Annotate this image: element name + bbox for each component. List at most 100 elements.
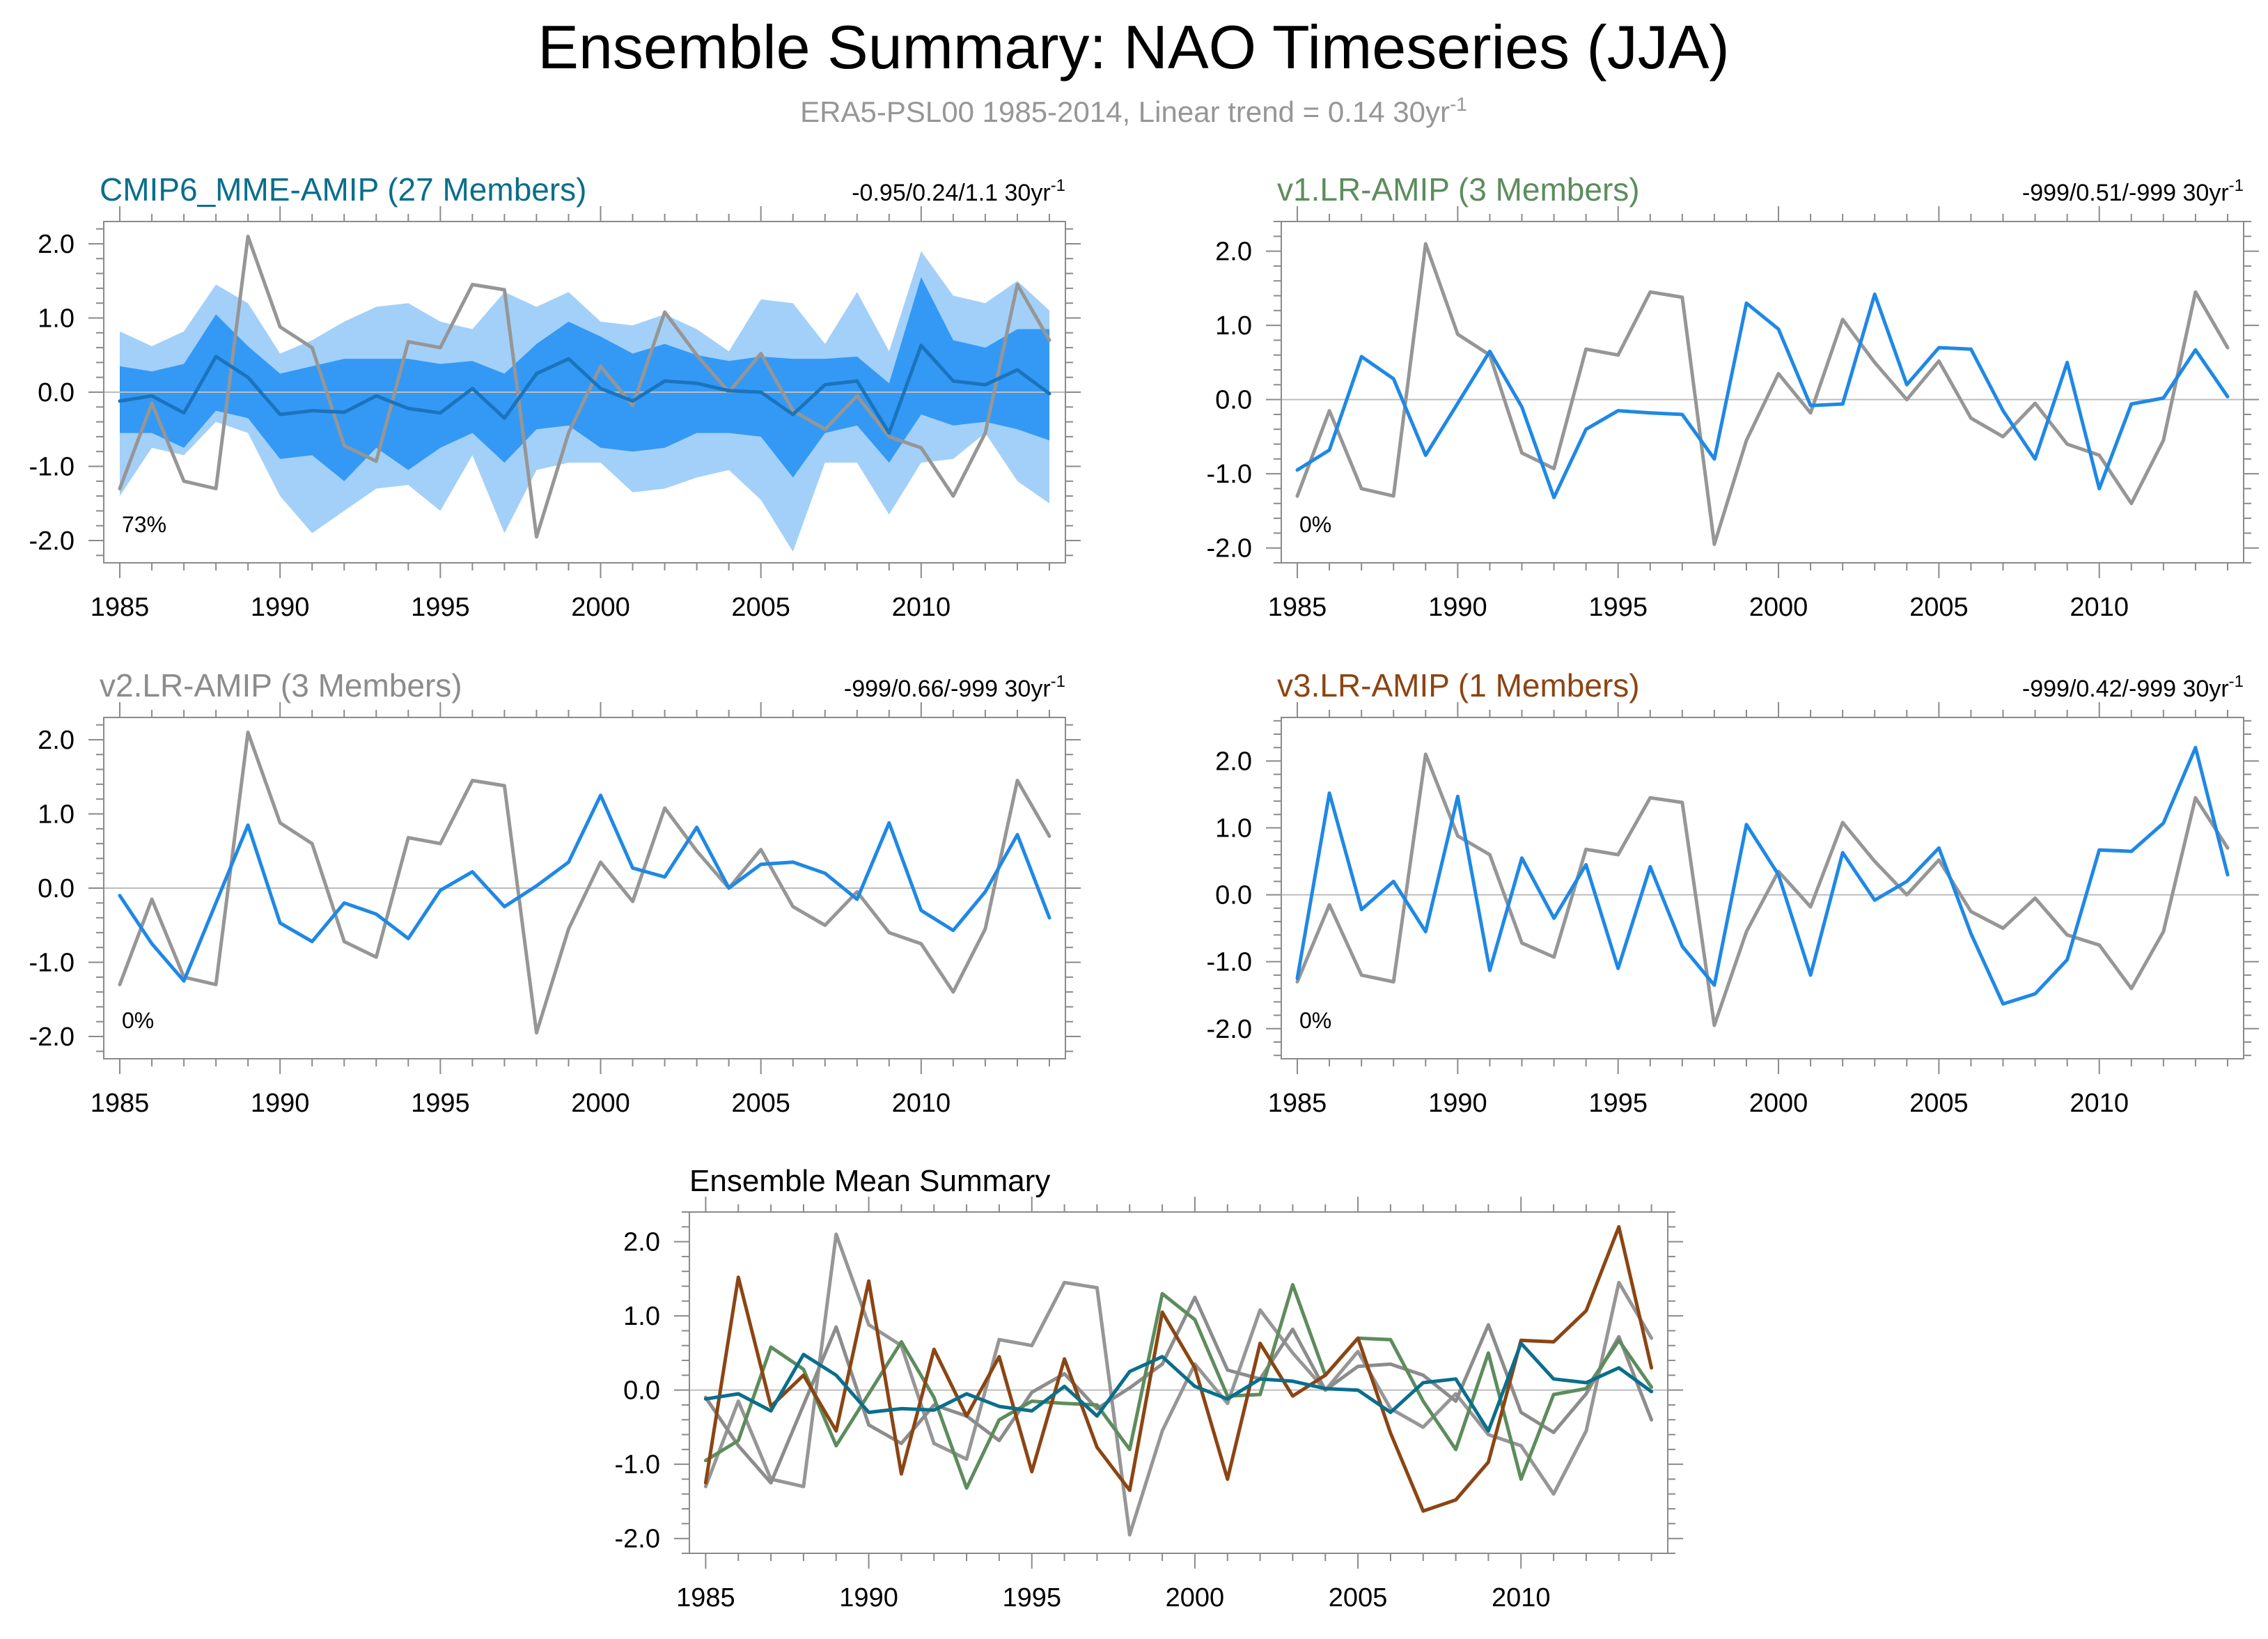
figure-subtitle-text: ERA5-PSL00 1985-2014, Linear trend = 0.1…	[800, 95, 1450, 128]
y-tick-label: 2.0	[1215, 238, 1252, 267]
x-tick-label: 2000	[571, 593, 630, 622]
series-line-obs	[118, 730, 1051, 1035]
x-tick-label: 2005	[731, 593, 790, 622]
panel-title-mean_summary: Ensemble Mean Summary	[689, 1164, 1050, 1198]
x-tick-label: 1985	[676, 1583, 735, 1613]
series-line-model	[118, 343, 1051, 435]
panel-stats-cmip6: -0.95/0.24/1.1 30yr-1	[852, 176, 1065, 206]
panel-stats-sup: -1	[2229, 176, 2244, 195]
panel-stats-sup: -1	[1051, 176, 1065, 195]
x-tick-label: 2005	[731, 1089, 790, 1118]
y-tick-label: 0.0	[1215, 386, 1252, 415]
y-tick-label: 2.0	[38, 230, 75, 259]
x-tick-label: 1985	[1268, 593, 1327, 622]
percent-label: 73%	[122, 512, 166, 537]
series-line-obs	[1295, 242, 2230, 546]
y-tick-label: -1.0	[615, 1450, 660, 1479]
y-tick-label: 1.0	[1215, 814, 1252, 844]
x-tick-label: 1990	[251, 1089, 310, 1118]
plot-area-v1	[1281, 242, 2244, 546]
figure-subtitle-sup: -1	[1450, 93, 1467, 115]
y-tick-label: 2.0	[1215, 747, 1252, 776]
y-tick-label: 1.0	[38, 304, 75, 333]
series-line-v1	[703, 1282, 1654, 1490]
plot-area-v3	[1281, 745, 2244, 1027]
percent-label: 0%	[1299, 1008, 1331, 1033]
panel-title-v1: v1.LR-AMIP (3 Members)	[1277, 171, 1640, 208]
y-tick-label: -2.0	[29, 527, 75, 556]
y-tick-label: 1.0	[1215, 311, 1252, 341]
x-tick-label: 1985	[91, 593, 150, 622]
plot-area-mean_summary	[689, 1225, 1668, 1537]
y-tick-label: -1.0	[29, 949, 75, 978]
band-inner	[120, 277, 1049, 481]
plot-area-cmip6	[104, 234, 1065, 552]
y-tick-label: 0.0	[623, 1376, 660, 1406]
y-tick-label: 1.0	[623, 1302, 660, 1331]
panel-v1: v1.LR-AMIP (3 Members) -999/0.51/-999 30y…	[1207, 171, 2259, 622]
x-tick-label: 2010	[1492, 1583, 1551, 1613]
panel-title-v3: v3.LR-AMIP (1 Members)	[1277, 667, 1640, 704]
y-tick-label: 1.0	[38, 800, 75, 829]
panel-stats-v1: -999/0.51/-999 30yr-1	[2022, 176, 2244, 206]
panel-stats-text: -999/0.42/-999 30yr	[2022, 676, 2229, 702]
series-line-v3	[703, 1225, 1654, 1513]
percent-label: 0%	[1299, 512, 1331, 537]
panel-v2: v2.LR-AMIP (3 Members) -999/0.66/-999 30y…	[29, 667, 1081, 1118]
x-tick-label: 1995	[1002, 1583, 1061, 1613]
y-tick-label: -1.0	[1207, 948, 1252, 977]
x-tick-label: 2000	[1166, 1583, 1225, 1613]
x-tick-label: 1990	[839, 1583, 898, 1613]
y-tick-label: -2.0	[615, 1525, 660, 1554]
y-tick-label: 0.0	[1215, 881, 1252, 910]
x-tick-label: 1985	[1268, 1089, 1327, 1118]
figure-title: Ensemble Summary: NAO Timeseries (JJA)	[538, 13, 1730, 81]
y-tick-label: 2.0	[38, 726, 75, 755]
x-tick-label: 2010	[892, 593, 951, 622]
series-line-model	[118, 793, 1051, 983]
panel-stats-v2: -999/0.66/-999 30yr-1	[844, 672, 1065, 702]
panel-stats-text: -999/0.51/-999 30yr	[2022, 180, 2229, 206]
x-tick-label: 1995	[411, 1089, 470, 1118]
panel-frame	[1281, 221, 2244, 564]
percent-label: 0%	[122, 1008, 154, 1033]
x-tick-label: 1995	[411, 593, 470, 622]
x-tick-label: 1995	[1588, 593, 1648, 622]
x-tick-label: 1990	[1428, 1089, 1487, 1118]
y-tick-label: -1.0	[1207, 460, 1252, 489]
panel-frame	[1281, 717, 2244, 1059]
panel-stats-text: -0.95/0.24/1.1 30yr	[852, 180, 1050, 206]
x-tick-label: 1990	[1428, 593, 1487, 622]
y-tick-label: 2.0	[623, 1228, 660, 1257]
y-tick-label: -2.0	[1207, 1015, 1252, 1044]
x-tick-label: 2000	[571, 1089, 630, 1118]
panel-stats-sup: -1	[2229, 672, 2244, 691]
figure-subtitle: ERA5-PSL00 1985-2014, Linear trend = 0.1…	[800, 93, 1467, 128]
panel-stats-sup: -1	[1051, 672, 1065, 691]
x-tick-label: 2005	[1909, 593, 1969, 622]
panel-title-v2: v2.LR-AMIP (3 Members)	[100, 667, 462, 704]
y-tick-label: -2.0	[1207, 534, 1252, 564]
panel-frame	[689, 1211, 1668, 1554]
panel-v3: v3.LR-AMIP (1 Members) -999/0.42/-999 30y…	[1207, 667, 2259, 1118]
y-tick-label: -2.0	[29, 1023, 75, 1052]
panel-cmip6: CMIP6_MME-AMIP (27 Members) -0.95/0.24/1.…	[29, 171, 1081, 622]
x-tick-label: 1990	[251, 593, 310, 622]
x-tick-label: 2010	[892, 1089, 951, 1118]
x-tick-label: 2005	[1329, 1583, 1388, 1613]
x-tick-label: 1985	[91, 1089, 150, 1118]
x-tick-label: 2000	[1749, 593, 1808, 622]
panel-stats-text: -999/0.66/-999 30yr	[844, 676, 1051, 702]
y-tick-label: 0.0	[38, 874, 75, 903]
panels-group: CMIP6_MME-AMIP (27 Members) -0.95/0.24/1.…	[29, 171, 2259, 1613]
x-tick-label: 1995	[1588, 1089, 1648, 1118]
x-tick-label: 2010	[2070, 593, 2129, 622]
series-line-model	[1295, 745, 2230, 1006]
x-tick-label: 2005	[1909, 1089, 1969, 1118]
panel-stats-v3: -999/0.42/-999 30yr-1	[2022, 672, 2244, 702]
y-tick-label: 0.0	[38, 378, 75, 407]
panel-mean_summary: Ensemble Mean Summary 1985 1990 1995 2000 200…	[615, 1164, 1683, 1613]
x-tick-label: 2010	[2070, 1089, 2129, 1118]
